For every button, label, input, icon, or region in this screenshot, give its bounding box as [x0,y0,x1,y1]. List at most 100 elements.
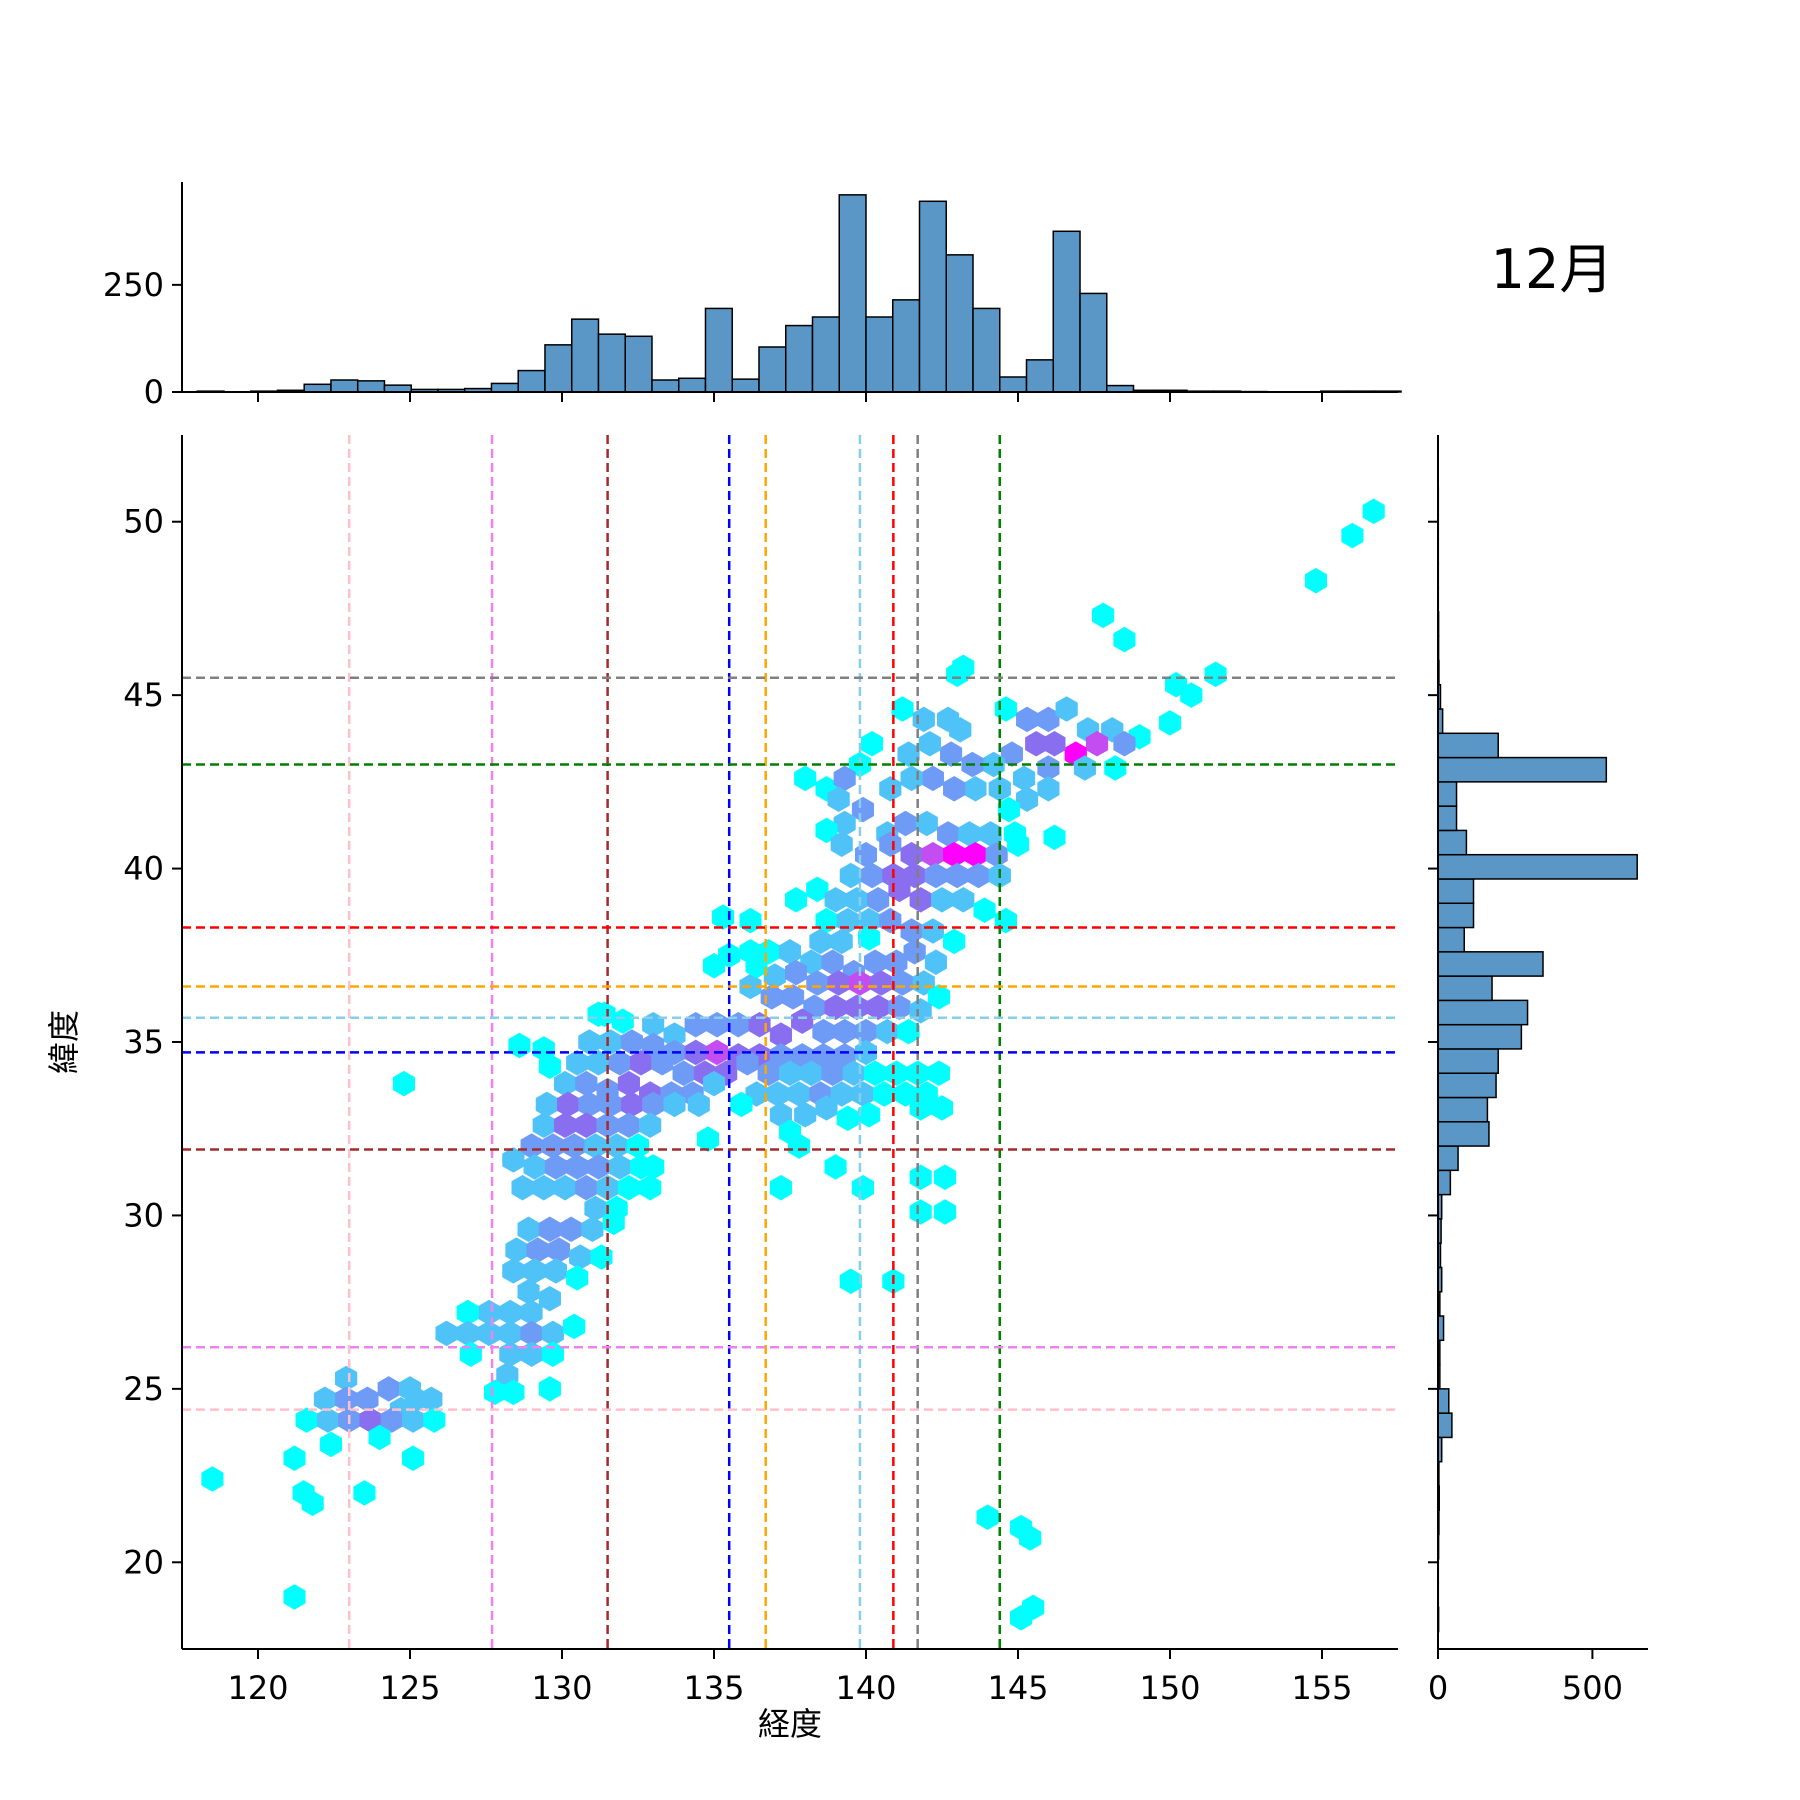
hex-cell [560,1216,583,1243]
right-hist-bar [1437,999,1529,1026]
hex-cell [1055,696,1078,722]
hex-cell [912,706,935,733]
top-hist-bar [597,333,626,393]
top-hist-bar [651,379,680,393]
hex-cell [964,776,987,802]
hex-cell [830,831,853,858]
top-hist-ticks: 0 250 [103,266,1323,411]
hex-cell [553,1112,577,1138]
hex-cell [815,817,838,844]
hex-cell [663,1091,686,1118]
top-hist-bar [383,384,412,393]
hex-cell [301,1490,324,1517]
hex-cell [851,1081,875,1107]
hex-cell [973,897,996,923]
hex-cell [812,1018,835,1045]
hex-cell [760,984,783,1010]
right-hist-bar [1437,1048,1499,1074]
hex-cell [876,1018,899,1045]
hex-cell [553,1070,577,1097]
hex-cell [608,1154,631,1180]
hex-cell [1016,786,1039,812]
hex-cell [909,1095,932,1121]
hex-cell [937,821,960,847]
hex-cell [1019,1525,1042,1551]
hex-cell [1037,776,1060,802]
hex-cell [809,928,832,955]
hex-cell [392,1070,415,1097]
hex-cell [523,1258,546,1284]
right-hist-bar [1437,1023,1523,1050]
top-hist-bar [865,316,894,393]
x-tick-label: 135 [683,1669,744,1707]
right-hist-x-tick-label: 500 [1562,1669,1623,1707]
hex-cell [511,1174,534,1201]
y-tick-label: 25 [123,1370,164,1408]
hex-cell [575,1070,598,1097]
top-hist-bar [784,324,814,393]
hex-cell [930,887,954,913]
hex-cell [778,939,802,965]
hex-cell [891,696,914,722]
hex-cell [924,862,947,889]
hex-cell [739,907,762,934]
hex-cell [827,786,850,812]
hex-cell [617,1070,640,1097]
hex-cell [857,1102,881,1128]
hex-cell [353,1480,376,1506]
hex-cell [924,949,947,975]
top-hist-bar [490,382,519,393]
hex-cell [639,1112,662,1138]
hex-cell [456,1320,479,1347]
x-tick-label: 130 [531,1669,592,1707]
hex-cell [517,1278,540,1305]
hex-cell [785,887,808,913]
top-hist-bar [303,383,332,393]
hex-cell [836,1105,859,1132]
hex-cell [861,730,884,757]
hex-cell [544,1258,567,1284]
right-hist-x-tick-label: 0 [1428,1669,1448,1707]
y-tick-label: 40 [123,850,164,888]
hex-cell [903,939,926,965]
hex-cell [979,821,1002,847]
x-tick-label: 125 [379,1669,440,1707]
hex-cell [851,1174,875,1201]
hex-cell [851,796,875,823]
hex-cell [927,984,951,1010]
top-hist-bar [892,299,921,393]
hex-cell [575,1174,598,1201]
hex-cell [575,1112,598,1138]
top-hist-bar [570,318,600,393]
hex-cell [201,1466,224,1492]
hex-cell [626,1133,650,1159]
hex-cell [705,1011,729,1038]
hex-cell [946,862,969,889]
hex-cell [602,1209,625,1236]
hex-cell [879,907,902,934]
hex-cell [976,1504,999,1530]
hex-cell [918,730,941,757]
top-hist-y-tick-label: 250 [103,266,164,304]
hex-cell [477,1320,501,1347]
hex-cell [538,1376,561,1402]
hex-cell [313,1386,336,1413]
hex-cell [985,841,1008,868]
hex-cell [499,1341,522,1367]
y-axis-label: 緯度 [45,1010,83,1074]
hex-cell [864,949,887,975]
hex-cell [891,970,914,996]
hex-cell [517,1216,540,1243]
right-hist-bar [1437,1145,1459,1172]
hex-cell [696,1126,719,1152]
hex-cell [854,841,878,868]
right-hist-bar [1437,829,1468,856]
hex-cell [1085,730,1109,757]
hex-cell [900,765,923,792]
top-hist-y-tick-label: 0 [144,373,164,411]
hex-cell [283,1445,306,1471]
hex-cell [730,1091,753,1118]
hex-cell [921,841,944,868]
hex-cell [833,1018,856,1045]
hex-cell [605,1133,628,1159]
